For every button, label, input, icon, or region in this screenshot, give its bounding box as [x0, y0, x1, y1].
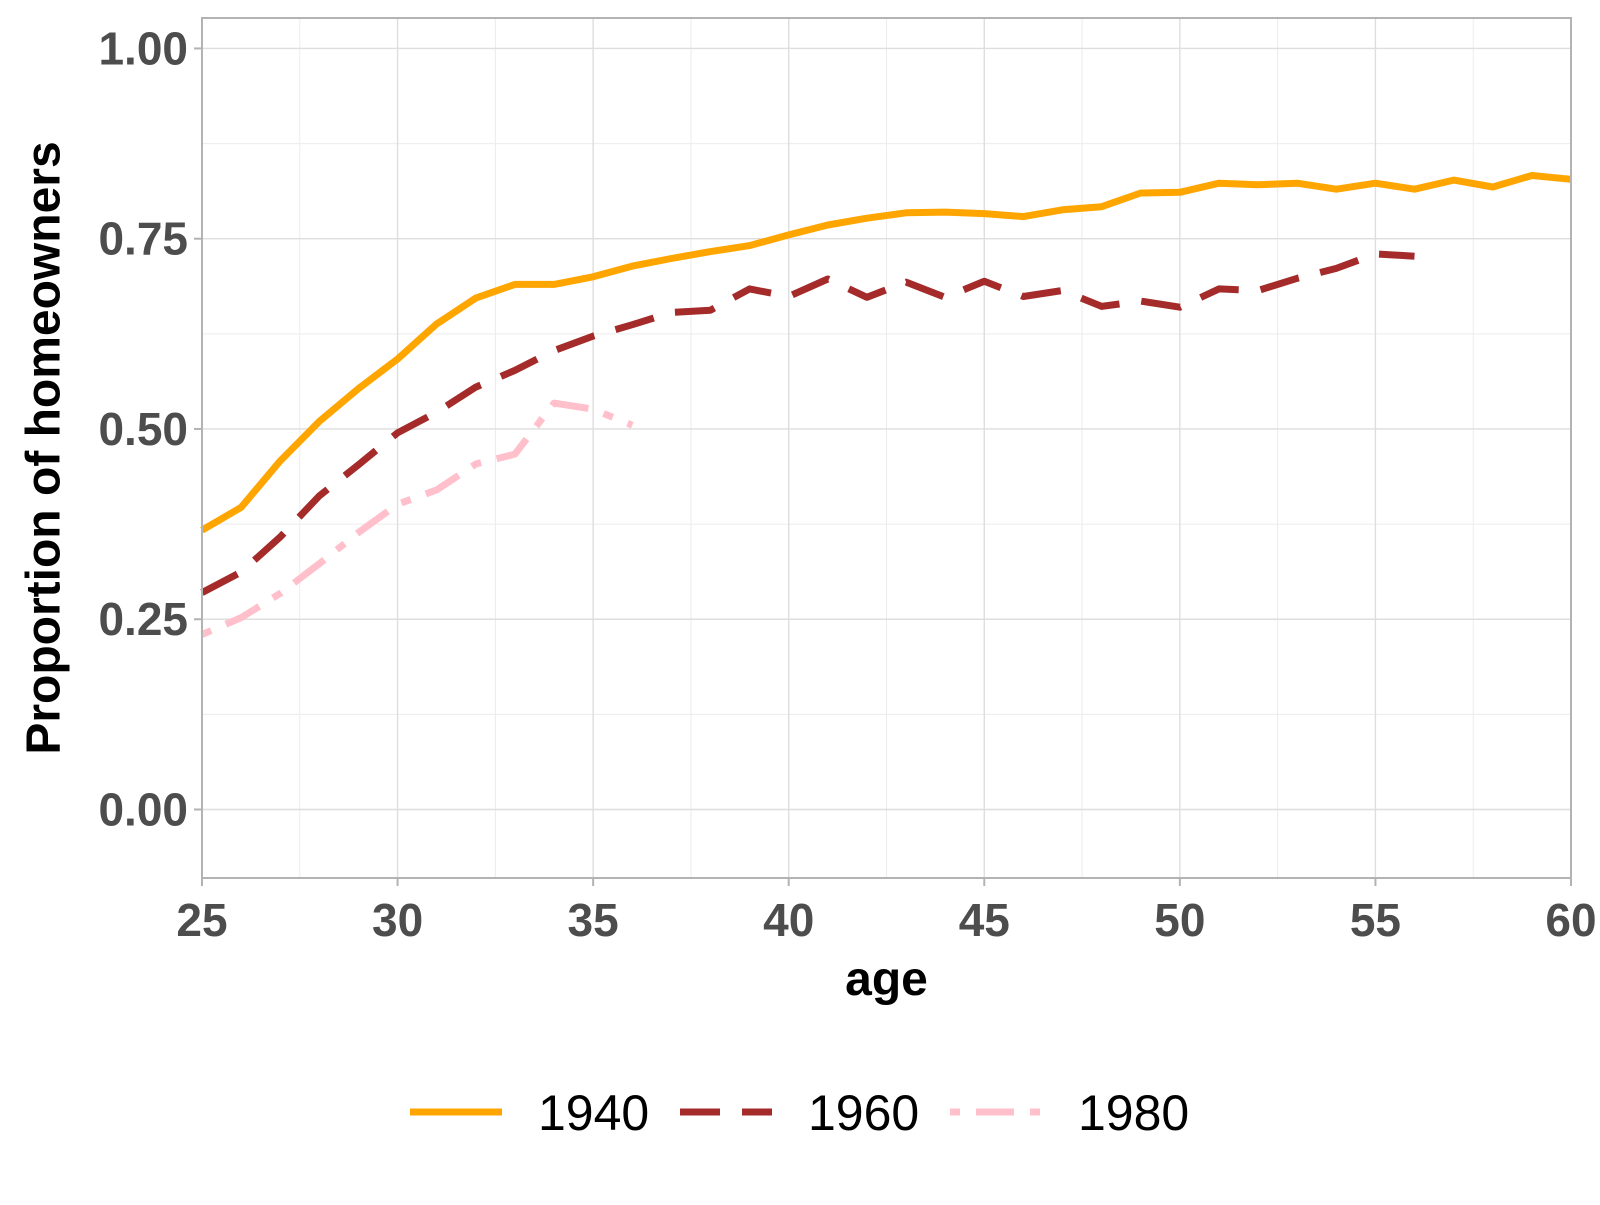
- series-line-1960: [200, 250, 1415, 596]
- plot-panel-border: [201, 17, 1572, 879]
- x-tick-label: 35: [568, 894, 619, 946]
- x-tick-label: 40: [763, 894, 814, 946]
- legend-label-1940: 1940: [538, 1085, 649, 1141]
- x-tick-label: 45: [959, 894, 1010, 946]
- legend-label-1980: 1980: [1078, 1085, 1189, 1141]
- grid: [201, 18, 1572, 878]
- x-tick-label: 50: [1154, 894, 1205, 946]
- y-tick-label: 0.75: [98, 213, 188, 265]
- axis-ticks: 0.00 0.25 0.50 0.75 1.00 25 30 35 40 45 50 55 60: [98, 22, 1596, 946]
- x-tick-label: 25: [176, 894, 227, 946]
- y-tick-label: 1.00: [98, 22, 188, 74]
- x-tick-label: 30: [372, 894, 423, 946]
- y-tick-label: 0.25: [98, 593, 188, 645]
- y-tick-label: 0.00: [98, 784, 188, 836]
- legend-label-1960: 1960: [808, 1085, 919, 1141]
- y-tick-label: 0.50: [98, 403, 188, 455]
- series-lines: [200, 172, 1572, 638]
- x-tick-label: 60: [1545, 894, 1596, 946]
- series-line-1980: [200, 399, 634, 638]
- x-tick-label: 55: [1350, 894, 1401, 946]
- x-axis-title: age: [845, 953, 928, 1006]
- y-axis-title: Proportion of homeowners: [18, 141, 71, 754]
- series-line-1940: [200, 172, 1572, 534]
- legend: 1940 1960 1980: [410, 1085, 1189, 1141]
